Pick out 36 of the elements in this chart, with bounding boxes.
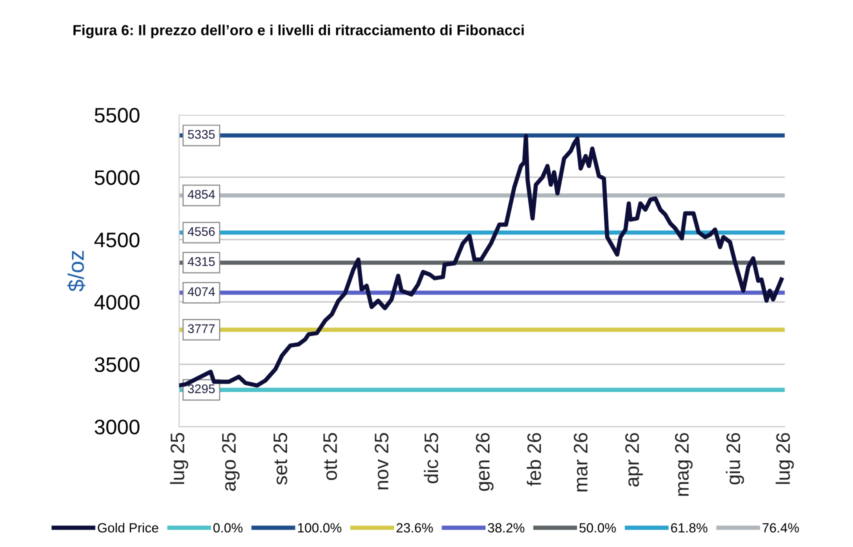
legend-label: 38.2%	[488, 523, 524, 533]
data-label: 4854	[188, 190, 215, 199]
y-tick-label: 5000	[94, 170, 140, 185]
data-label: 4556	[188, 227, 215, 236]
legend-label: 0.0%	[213, 523, 242, 533]
y-tick-label: 3000	[94, 420, 140, 434]
y-axis-title: $/oz	[67, 250, 86, 292]
y-tick-label: 4000	[94, 294, 140, 310]
data-label: 4315	[188, 257, 215, 266]
x-tick-label: lug 25	[170, 433, 188, 484]
x-tick-label: apr 26	[625, 433, 643, 487]
x-tick-label: mar 26	[574, 433, 588, 492]
x-tick-label: nov 25	[374, 433, 388, 490]
x-tick-label: feb 26	[526, 433, 542, 486]
legend-label: 23.6%	[396, 523, 433, 533]
data-label: 5335	[188, 130, 215, 139]
legend-label: Gold Price	[98, 522, 158, 533]
legend-label: 50.0%	[579, 523, 616, 533]
y-tick-label: 4500	[94, 232, 140, 248]
legend-label: 100.0%	[298, 523, 342, 533]
data-label: 4074	[188, 287, 215, 296]
x-tick-label: set 25	[273, 433, 288, 485]
y-tick-label: 5500	[94, 108, 140, 123]
x-tick-label: ott 25	[323, 433, 337, 480]
x-tick-label: mag 26	[674, 433, 693, 496]
legend-label: 76.4%	[762, 523, 799, 533]
x-tick-label: gen 26	[476, 433, 494, 491]
x-tick-label: lug 26	[776, 433, 794, 484]
data-label: 3295	[188, 384, 215, 394]
y-tick-label: 3500	[94, 357, 140, 372]
data-label: 3777	[188, 324, 215, 334]
chart-title: Figura 6: Il prezzo dell’oro e i livelli di ritracciamento di Fibonacci	[73, 24, 524, 38]
x-tick-label: ago 25	[222, 433, 240, 491]
x-tick-label: giu 26	[726, 433, 744, 484]
legend-label: 61.8%	[671, 523, 708, 533]
x-tick-label: dic 25	[424, 433, 438, 484]
